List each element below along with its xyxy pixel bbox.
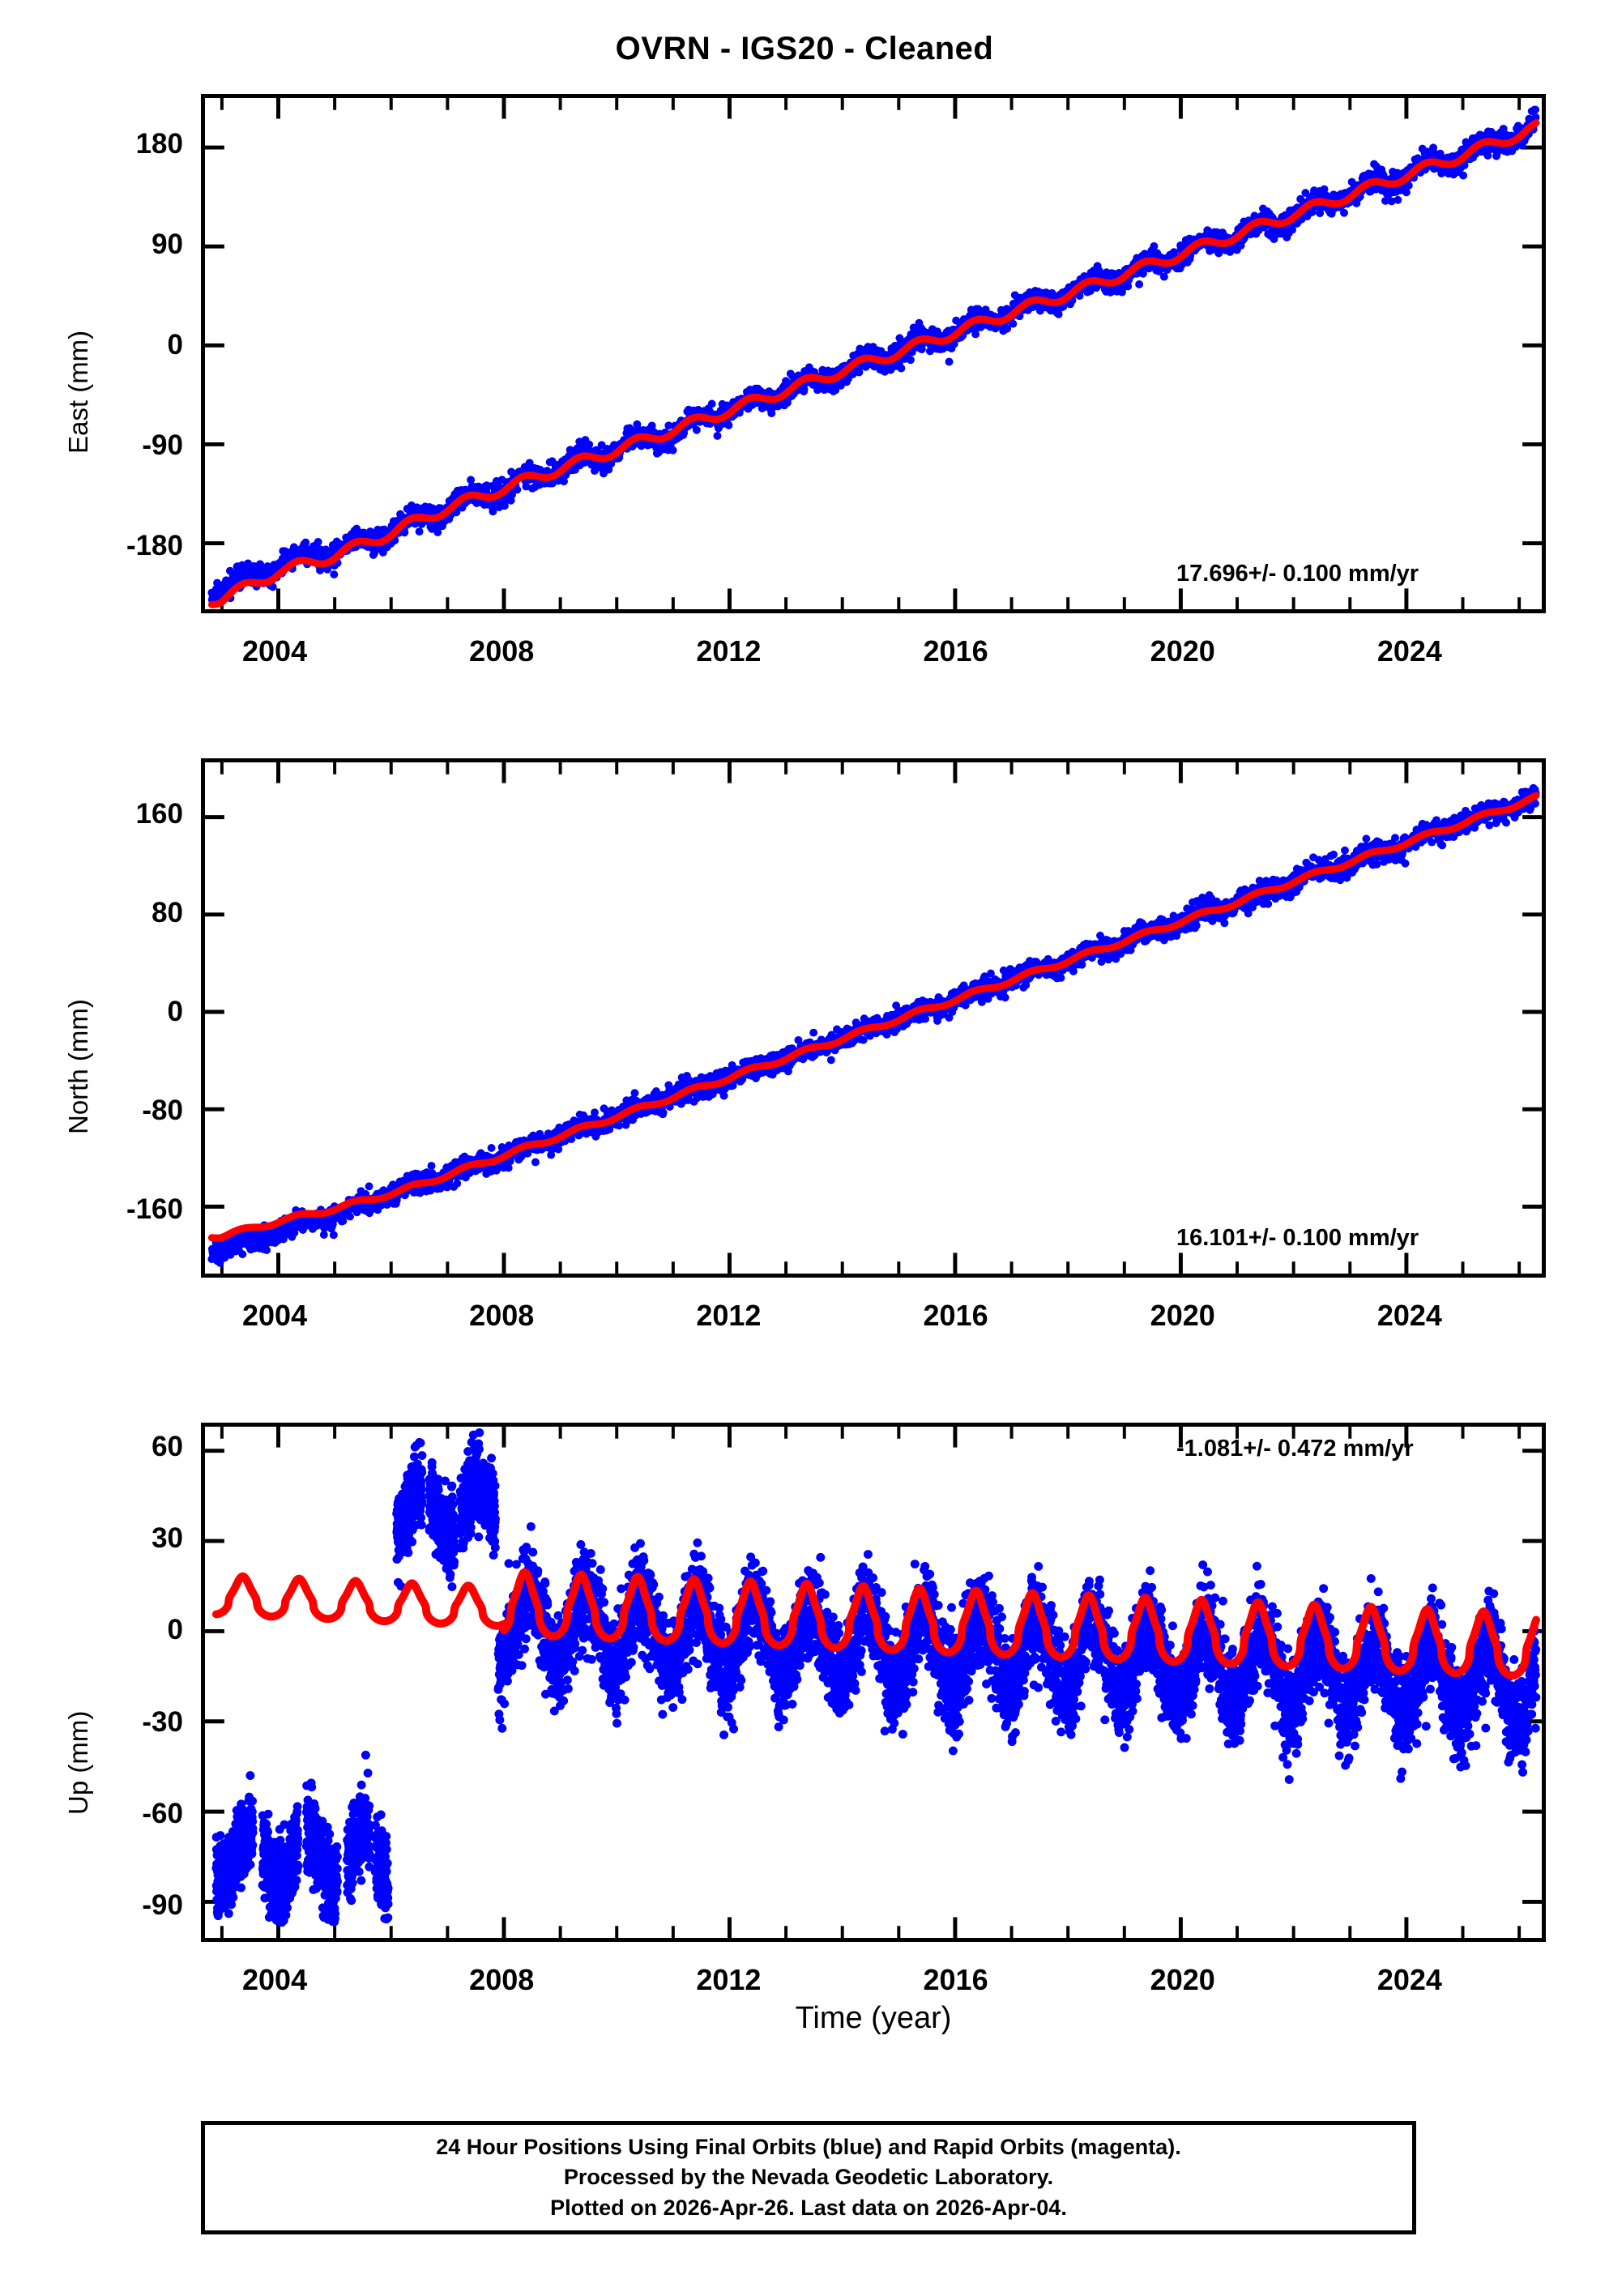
north-x-tick-label: 2004 [242, 1299, 308, 1332]
east-panel [201, 94, 1546, 613]
up-x-tick-label: 2016 [923, 1963, 988, 1996]
north-y-tick-label: -160 [126, 1193, 183, 1226]
caption-line-1: 24 Hour Positions Using Final Orbits (bl… [436, 2135, 1181, 2160]
caption-line-2: Processed by the Nevada Geodetic Laborat… [563, 2165, 1054, 2190]
north-y-tick-label: 160 [135, 797, 183, 830]
model-fit-line [207, 792, 1540, 1242]
north-y-tick-label: -80 [142, 1094, 183, 1126]
east-x-tick-label: 2008 [469, 634, 535, 668]
east-plot-area [201, 94, 1546, 613]
up-panel [201, 1423, 1546, 1942]
up-x-tick-label: 2012 [696, 1963, 762, 1996]
up-y-tick-label: -90 [142, 1888, 183, 1921]
north-plot-area [201, 758, 1546, 1278]
north-plot-canvas [205, 762, 1542, 1274]
east-y-tick-label: -180 [126, 530, 183, 562]
east-x-tick-label: 2024 [1376, 634, 1442, 668]
x-axis-title: Time (year) [795, 2001, 952, 2035]
north-x-tick-label: 2016 [923, 1299, 988, 1332]
east-x-tick-label: 2020 [1150, 634, 1215, 668]
east-x-tick-label: 2012 [696, 634, 762, 668]
north-x-tick-label: 2012 [696, 1299, 762, 1332]
east-plot-canvas [205, 98, 1542, 609]
up-y-tick-label: -30 [142, 1705, 183, 1738]
up-y-tick-label: -60 [142, 1797, 183, 1829]
caption-box: 24 Hour Positions Using Final Orbits (bl… [201, 2121, 1416, 2234]
east-x-tick-label: 2016 [923, 634, 988, 668]
north-rate-annotation: 16.101+/- 0.100 mm/yr [1176, 1225, 1419, 1251]
up-y-tick-label: 0 [167, 1614, 183, 1646]
daily-position-dots [211, 1428, 1541, 1927]
east-y-tick-label: -90 [142, 429, 183, 462]
up-x-tick-label: 2004 [242, 1963, 308, 1996]
axis-ticks [205, 762, 1542, 1274]
up-y-tick-label: 30 [152, 1522, 183, 1555]
up-plot-canvas [205, 1427, 1542, 1938]
north-y-tick-label: 80 [152, 896, 183, 928]
north-x-tick-label: 2024 [1376, 1299, 1442, 1332]
up-x-tick-label: 2008 [469, 1963, 535, 1996]
up-x-tick-label: 2020 [1150, 1963, 1215, 1996]
axis-ticks [205, 98, 1542, 609]
up-plot-area [201, 1423, 1546, 1942]
east-y-tick-label: 180 [135, 128, 183, 160]
east-rate-annotation: 17.696+/- 0.100 mm/yr [1176, 561, 1419, 587]
east-y-tick-label: 90 [152, 228, 183, 261]
model-fit-line [211, 1568, 1541, 1680]
east-x-tick-label: 2004 [242, 634, 308, 668]
north-x-tick-label: 2020 [1150, 1299, 1215, 1332]
north-panel [201, 758, 1546, 1278]
north-y-tick-label: 0 [167, 995, 183, 1027]
north-x-tick-label: 2008 [469, 1299, 535, 1332]
up-x-tick-label: 2024 [1376, 1963, 1442, 1996]
up-rate-annotation: -1.081+/- 0.472 mm/yr [1176, 1436, 1414, 1462]
up-y-tick-label: 60 [152, 1431, 183, 1463]
figure-title: OVRN - IGS20 - Cleaned [615, 31, 994, 66]
model-fit-line [207, 119, 1540, 608]
caption-line-3: Plotted on 2026-Apr-26. Last data on 202… [550, 2195, 1067, 2220]
east-y-tick-label: 0 [167, 329, 183, 361]
